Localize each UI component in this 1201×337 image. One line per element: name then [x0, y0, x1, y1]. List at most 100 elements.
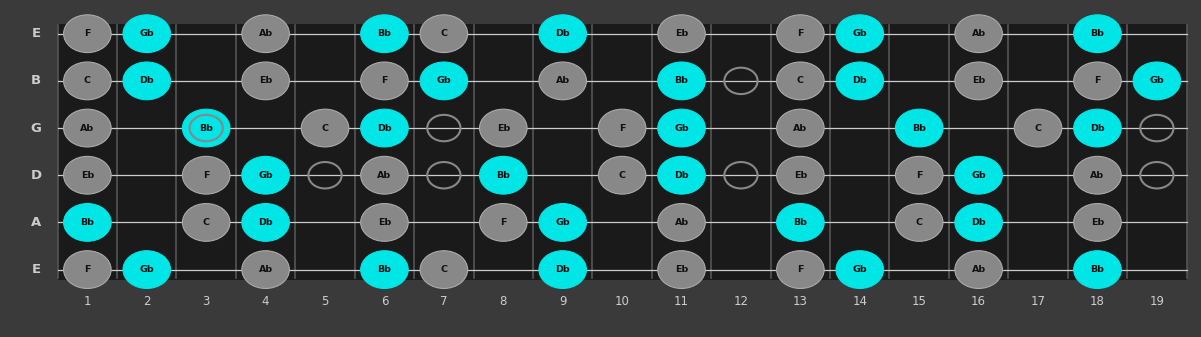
Text: Bb: Bb	[80, 218, 95, 227]
Ellipse shape	[1133, 62, 1181, 100]
Text: Gb: Gb	[853, 29, 867, 38]
Text: Bb: Bb	[675, 76, 688, 85]
Ellipse shape	[658, 62, 705, 100]
Ellipse shape	[777, 251, 824, 288]
Ellipse shape	[360, 156, 408, 194]
Ellipse shape	[539, 251, 586, 288]
Text: Ab: Ab	[258, 29, 273, 38]
Text: C: C	[84, 76, 91, 85]
Ellipse shape	[1015, 109, 1062, 147]
Text: A: A	[31, 216, 41, 229]
Text: 3: 3	[203, 295, 210, 308]
Text: Db: Db	[555, 265, 570, 274]
Text: Gb: Gb	[674, 124, 689, 132]
Ellipse shape	[241, 204, 289, 241]
Ellipse shape	[658, 109, 705, 147]
Text: F: F	[797, 29, 803, 38]
Text: F: F	[203, 171, 209, 180]
Text: Gb: Gb	[555, 218, 570, 227]
Text: F: F	[381, 76, 388, 85]
Text: Ab: Ab	[972, 265, 986, 274]
Text: 9: 9	[558, 295, 567, 308]
Ellipse shape	[1074, 109, 1122, 147]
Text: Ab: Ab	[675, 218, 688, 227]
Ellipse shape	[539, 62, 586, 100]
Text: C: C	[441, 265, 447, 274]
Text: F: F	[1094, 76, 1100, 85]
Text: F: F	[916, 171, 922, 180]
Text: 16: 16	[972, 295, 986, 308]
Text: 17: 17	[1030, 295, 1046, 308]
Ellipse shape	[1074, 156, 1122, 194]
Text: 10: 10	[615, 295, 629, 308]
Text: C: C	[1034, 124, 1041, 132]
Text: C: C	[441, 29, 447, 38]
Text: C: C	[322, 124, 329, 132]
Ellipse shape	[539, 15, 586, 53]
Ellipse shape	[64, 15, 112, 53]
Text: F: F	[619, 124, 626, 132]
Text: Ab: Ab	[556, 76, 569, 85]
Text: B: B	[31, 74, 41, 87]
Text: G: G	[30, 122, 42, 134]
Ellipse shape	[1074, 251, 1122, 288]
Text: Gb: Gb	[139, 29, 154, 38]
Ellipse shape	[241, 15, 289, 53]
Text: Db: Db	[972, 218, 986, 227]
Ellipse shape	[1074, 15, 1122, 53]
Text: Bb: Bb	[496, 171, 510, 180]
Ellipse shape	[479, 204, 527, 241]
Text: Bb: Bb	[1091, 265, 1105, 274]
Ellipse shape	[479, 156, 527, 194]
Ellipse shape	[360, 109, 408, 147]
Ellipse shape	[123, 251, 171, 288]
Text: Bb: Bb	[794, 218, 807, 227]
FancyBboxPatch shape	[58, 24, 1187, 280]
Text: 11: 11	[674, 295, 689, 308]
Text: 5: 5	[322, 295, 329, 308]
Text: Bb: Bb	[199, 124, 213, 132]
Text: Gb: Gb	[853, 265, 867, 274]
Ellipse shape	[658, 251, 705, 288]
Text: 7: 7	[440, 295, 448, 308]
Text: E: E	[31, 27, 41, 40]
Text: F: F	[500, 218, 507, 227]
Text: Db: Db	[555, 29, 570, 38]
Ellipse shape	[360, 204, 408, 241]
Text: Db: Db	[258, 218, 273, 227]
Ellipse shape	[64, 62, 112, 100]
Ellipse shape	[777, 109, 824, 147]
Ellipse shape	[955, 156, 1003, 194]
Ellipse shape	[777, 156, 824, 194]
Ellipse shape	[183, 156, 229, 194]
Text: Eb: Eb	[675, 29, 688, 38]
Text: Ab: Ab	[258, 265, 273, 274]
Text: Bb: Bb	[377, 265, 392, 274]
Ellipse shape	[123, 62, 171, 100]
Text: Db: Db	[853, 76, 867, 85]
Text: E: E	[31, 263, 41, 276]
Ellipse shape	[777, 204, 824, 241]
Text: Eb: Eb	[259, 76, 273, 85]
Ellipse shape	[360, 62, 408, 100]
Ellipse shape	[360, 15, 408, 53]
Ellipse shape	[1074, 204, 1122, 241]
Text: Ab: Ab	[1091, 171, 1105, 180]
Text: Gb: Gb	[139, 265, 154, 274]
Text: Ab: Ab	[377, 171, 392, 180]
Text: 1: 1	[84, 295, 91, 308]
Ellipse shape	[836, 62, 884, 100]
Ellipse shape	[658, 156, 705, 194]
Ellipse shape	[955, 204, 1003, 241]
Ellipse shape	[241, 62, 289, 100]
Ellipse shape	[658, 15, 705, 53]
Ellipse shape	[836, 15, 884, 53]
Text: 2: 2	[143, 295, 150, 308]
Ellipse shape	[183, 204, 229, 241]
Text: Db: Db	[1091, 124, 1105, 132]
Text: C: C	[619, 171, 626, 180]
Ellipse shape	[539, 204, 586, 241]
Ellipse shape	[123, 15, 171, 53]
Text: 13: 13	[793, 295, 808, 308]
Text: Eb: Eb	[80, 171, 94, 180]
